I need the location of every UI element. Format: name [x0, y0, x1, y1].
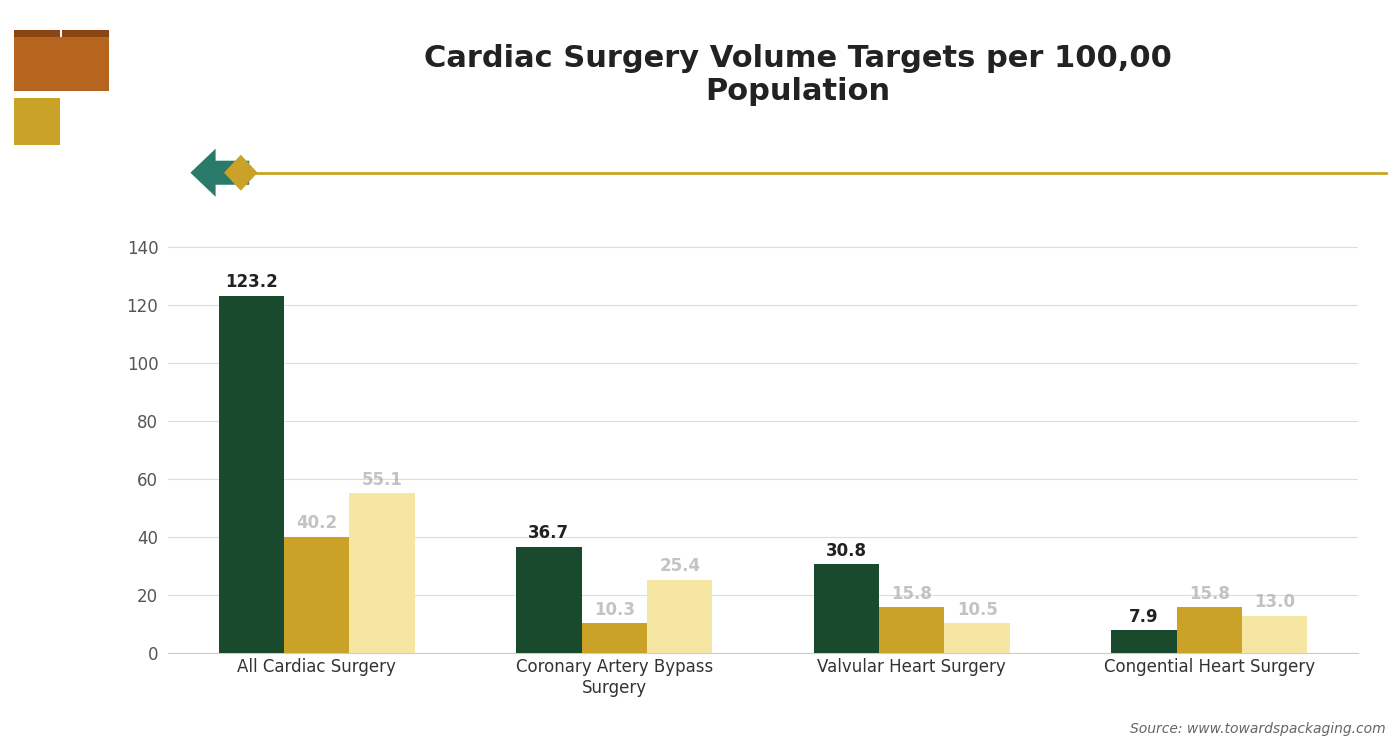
- Bar: [813, 564, 879, 653]
- Bar: [14, 37, 109, 91]
- Bar: [62, 30, 109, 37]
- Text: 25.4: 25.4: [659, 557, 700, 575]
- Bar: [14, 30, 60, 37]
- Bar: [1176, 608, 1242, 653]
- Bar: [284, 537, 350, 653]
- Bar: [945, 623, 1009, 653]
- Text: 30.8: 30.8: [826, 541, 867, 559]
- Bar: [879, 608, 945, 653]
- Bar: [517, 547, 581, 653]
- Text: 40.2: 40.2: [297, 514, 337, 532]
- Text: Cardiac Surgery Volume Targets per 100,00
Population: Cardiac Surgery Volume Targets per 100,0…: [424, 44, 1172, 107]
- Bar: [14, 98, 60, 145]
- Text: 7.9: 7.9: [1128, 608, 1159, 626]
- Text: Source: www.towardspackaging.com: Source: www.towardspackaging.com: [1130, 722, 1386, 736]
- Bar: [581, 623, 647, 653]
- Text: 10.5: 10.5: [956, 601, 998, 619]
- Bar: [1112, 630, 1176, 653]
- Text: 15.8: 15.8: [1189, 585, 1229, 603]
- Text: 15.8: 15.8: [892, 585, 932, 603]
- Text: 13.0: 13.0: [1254, 593, 1295, 611]
- Text: 10.3: 10.3: [594, 601, 634, 619]
- Text: 55.1: 55.1: [361, 471, 403, 489]
- Bar: [350, 493, 414, 653]
- Polygon shape: [224, 155, 258, 191]
- Text: 123.2: 123.2: [225, 273, 277, 291]
- Bar: [1242, 616, 1308, 653]
- Bar: [647, 580, 713, 653]
- Bar: [218, 296, 284, 653]
- Text: 36.7: 36.7: [528, 524, 570, 542]
- Polygon shape: [190, 149, 249, 197]
